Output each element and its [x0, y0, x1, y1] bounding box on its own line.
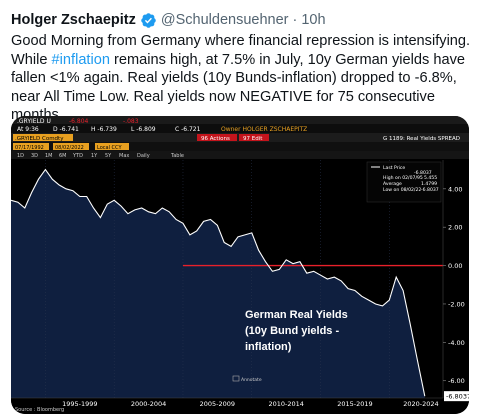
legend-high-value: 5.455 [424, 175, 437, 181]
quote-c: C -6.721 [175, 126, 201, 133]
period-1m: 1M [45, 153, 53, 159]
actions-button [197, 134, 237, 141]
date-to-box [53, 143, 89, 150]
quote-h: H -6.739 [91, 126, 117, 133]
series-area [11, 169, 425, 398]
tweet-text-part1: Good Morning from Germany where financia… [11, 33, 471, 68]
period-3d: 3D [31, 153, 38, 159]
y-tick-label-2: 0.00 [448, 262, 462, 270]
annotate-checkbox [232, 375, 240, 382]
tweet-header: Holger Zschaepitz @Schuldensuehner · 10h [11, 10, 326, 30]
bloomberg-chart: .GRYIELD U -6.804 -.083 At 9:36 D -6.741… [11, 116, 469, 414]
security-box [13, 134, 73, 141]
x-tick-label-2: 2005-2009 [200, 400, 235, 408]
chart-window-title: G 1189: Real Yields SPREAD [383, 136, 460, 142]
security-label: .GRYIELD Comdty [15, 136, 64, 142]
tweet-media-image[interactable]: .GRYIELD U -6.804 -.083 At 9:36 D -6.741… [11, 116, 469, 414]
date-to: 08/02/2022 [55, 145, 84, 151]
legend-last-price: Last Price [383, 165, 405, 171]
legend-high: High on 02/07/95 [383, 175, 423, 181]
annotate-label: Annotate [241, 377, 262, 383]
x-tick-label-0: 1995-1999 [62, 400, 97, 408]
series-line [11, 168, 426, 397]
x-tick-label-1: 2000-2004 [131, 400, 166, 408]
actions-label: 96 Actions [201, 136, 230, 142]
y-tick-label-3: -2.00 [448, 300, 465, 308]
tweet-text: Good Morning from Germany where financia… [11, 32, 473, 125]
hashtag-link[interactable]: #inflation [51, 51, 110, 68]
quote-l: L -6.809 [131, 126, 156, 133]
period-ytd: YTD [72, 153, 83, 159]
edit-button [239, 134, 269, 141]
table-toggle: Table [170, 153, 184, 159]
plot-layer: 4.00 2.00 0.00 -2.00 -4.00 -6.00 -6.8037 1995-1… [11, 160, 469, 408]
legend-box: Last Price -6.8037 High on 02/07/95 5.45… [366, 161, 442, 203]
date-from-box [13, 143, 49, 150]
date-from: 07/17/1992 [15, 145, 44, 151]
legend-average-value: 1.4799 [421, 181, 437, 187]
period-6m: 6M [59, 153, 67, 159]
terminal-ticker: .GRYIELD U [17, 118, 51, 125]
quote-d: D -6.741 [53, 126, 79, 133]
chart-annotation: German Real Yields (10y Bund yields - in… [245, 309, 348, 353]
quote-time: At 9:36 [17, 126, 39, 133]
period-5y: 5Y [105, 153, 112, 159]
legend-low: Low on 08/02/22 [383, 187, 421, 193]
x-tick-label-3: 2010-2014 [268, 400, 303, 408]
currency-box [95, 143, 129, 150]
chart-title-line3: inflation) [245, 341, 292, 353]
chart-source: Source : Bloomberg [15, 407, 64, 413]
legend-last-value: -6.8037 [414, 170, 432, 176]
terminal-value-2: -.083 [123, 118, 139, 125]
currency-label: Local CCY [97, 145, 122, 151]
terminal-quote-bar [11, 124, 469, 133]
author-name[interactable]: Holger Zschaepitz [11, 12, 136, 28]
current-value-label: -6.8037 [446, 393, 469, 401]
y-tick-label-4: -4.00 [448, 339, 465, 347]
terminal-value-1: -6.804 [69, 118, 89, 125]
tweet-text-part2: remains high, at 7.5% in July, 10y Germa… [11, 51, 465, 124]
owner-label: Owner HOLGER ZSCHAEPITZ [221, 126, 307, 133]
terminal-top-bar [11, 116, 469, 124]
chart-title-line1: German Real Yields [245, 309, 348, 321]
terminal-date-bar [11, 142, 469, 151]
separator-dot: · [292, 12, 298, 28]
y-tick-label-0: 4.00 [448, 185, 462, 193]
edit-label: 97 Edit [243, 136, 263, 142]
x-tick-label-5: 2020-2024 [403, 400, 438, 408]
y-tick-label-1: 2.00 [448, 224, 462, 232]
x-tick-label-4: 2015-2019 [337, 400, 372, 408]
period-1d: 1D [17, 153, 24, 159]
period-1y: 1Y [91, 153, 98, 159]
period-daily: Daily [137, 153, 150, 159]
chart-title-line2: (10y Bund yields - [245, 325, 339, 337]
terminal-period-bar [11, 151, 469, 159]
current-value-box [444, 391, 469, 402]
author-handle[interactable]: @Schuldensuehner [160, 12, 289, 28]
tweet-timestamp[interactable]: 10h [301, 12, 326, 28]
verified-badge-icon [141, 12, 156, 28]
legend-average: Average [383, 181, 402, 187]
legend-low-value: -6.8037 [421, 187, 439, 193]
period-max: Max [119, 153, 129, 159]
y-tick-label-5: -6.00 [448, 377, 465, 385]
